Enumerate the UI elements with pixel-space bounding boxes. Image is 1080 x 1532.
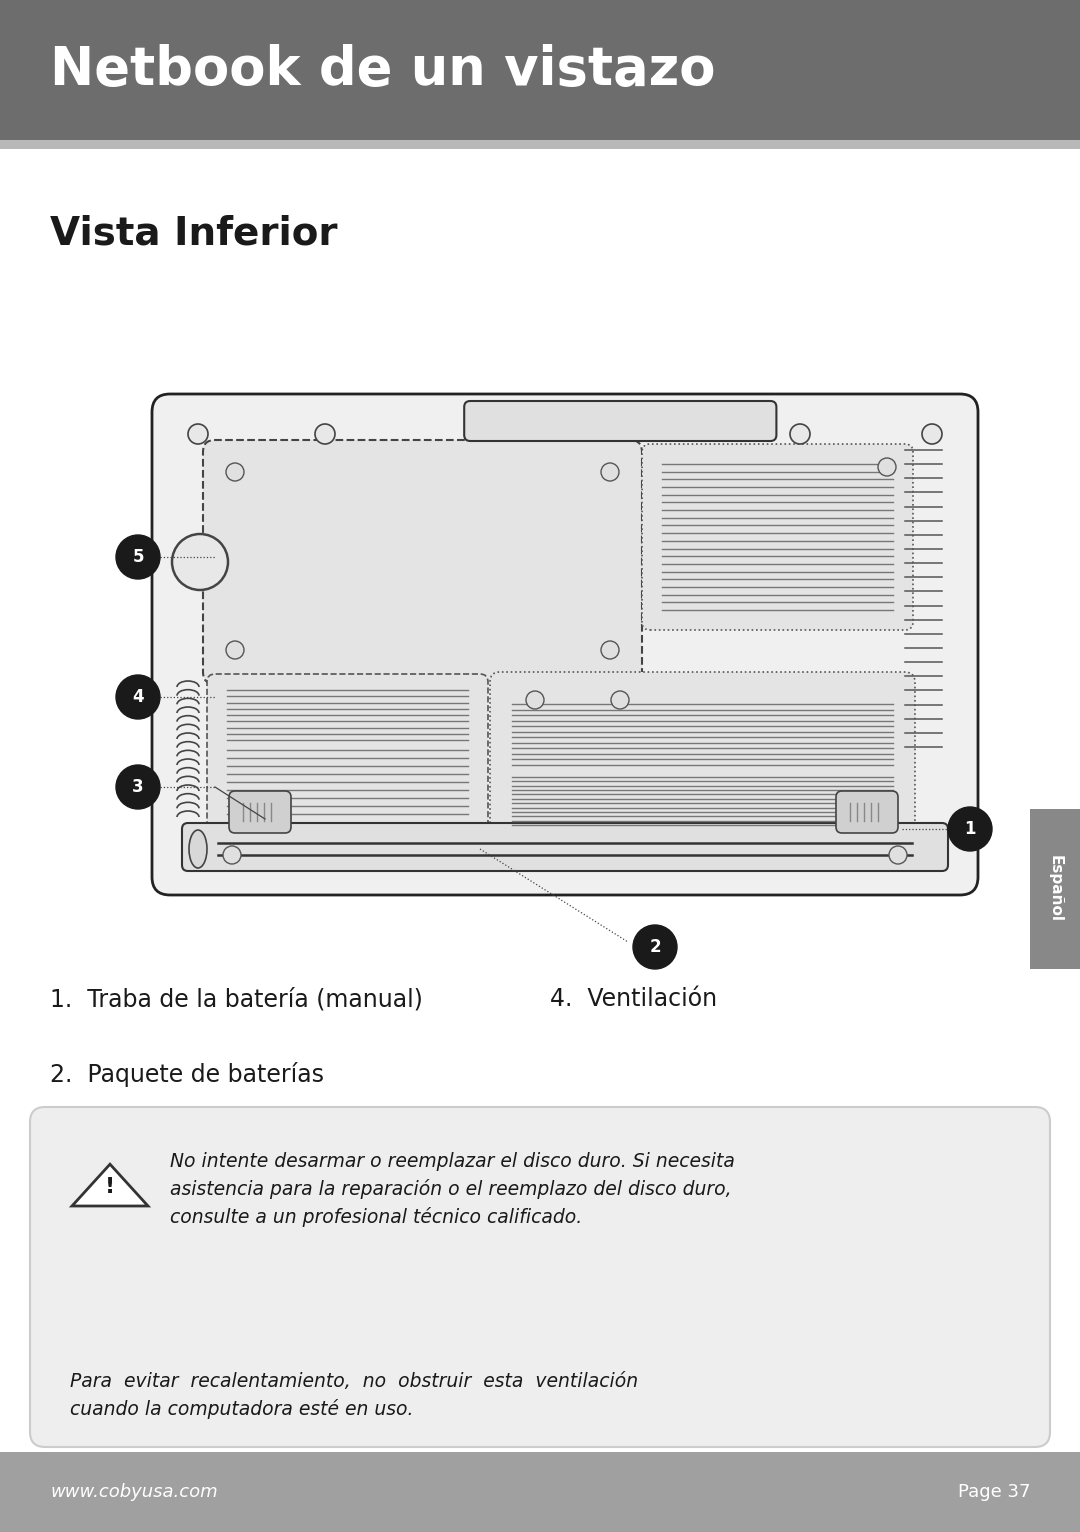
FancyBboxPatch shape xyxy=(490,673,915,847)
Circle shape xyxy=(922,424,942,444)
Text: www.cobyusa.com: www.cobyusa.com xyxy=(50,1483,218,1501)
Circle shape xyxy=(315,424,335,444)
Circle shape xyxy=(633,925,677,970)
Circle shape xyxy=(116,676,160,719)
Circle shape xyxy=(172,535,228,590)
Text: 1.  Traba de la batería (manual): 1. Traba de la batería (manual) xyxy=(50,987,423,1011)
Circle shape xyxy=(116,535,160,579)
Circle shape xyxy=(878,458,896,476)
Text: 4: 4 xyxy=(132,688,144,706)
Ellipse shape xyxy=(189,830,207,869)
Polygon shape xyxy=(72,1164,148,1206)
Text: Español: Español xyxy=(1048,855,1063,922)
FancyBboxPatch shape xyxy=(152,394,978,895)
Text: Para  evitar  recalentamiento,  no  obstruir  esta  ventilación
cuando la comput: Para evitar recalentamiento, no obstruir… xyxy=(70,1373,638,1419)
Circle shape xyxy=(889,846,907,864)
Circle shape xyxy=(226,640,244,659)
Circle shape xyxy=(600,640,619,659)
FancyBboxPatch shape xyxy=(229,791,291,833)
Bar xyxy=(0,139,1080,149)
Text: 2.  Paquete de baterías: 2. Paquete de baterías xyxy=(50,1062,324,1088)
Text: con resorte): con resorte) xyxy=(50,1196,231,1221)
Text: 3: 3 xyxy=(132,778,144,797)
FancyBboxPatch shape xyxy=(183,823,948,872)
Text: 4.  Ventilación: 4. Ventilación xyxy=(550,987,717,1011)
Text: 2: 2 xyxy=(649,938,661,956)
Text: 5: 5 xyxy=(132,548,144,565)
Circle shape xyxy=(789,424,810,444)
Text: Netbook de un vistazo: Netbook de un vistazo xyxy=(50,44,715,97)
Text: 1: 1 xyxy=(964,820,975,838)
FancyBboxPatch shape xyxy=(203,440,642,683)
Circle shape xyxy=(600,463,619,481)
FancyBboxPatch shape xyxy=(30,1108,1050,1448)
Circle shape xyxy=(222,846,241,864)
Circle shape xyxy=(226,463,244,481)
Bar xyxy=(0,0,1080,139)
FancyBboxPatch shape xyxy=(642,444,913,630)
Text: Vista Inferior: Vista Inferior xyxy=(50,214,337,251)
Text: !: ! xyxy=(105,1177,116,1196)
Text: No intente desarmar o reemplazar el disco duro. Si necesita
asistencia para la r: No intente desarmar o reemplazar el disc… xyxy=(170,1152,734,1227)
FancyBboxPatch shape xyxy=(207,674,488,830)
Circle shape xyxy=(526,691,544,709)
Text: Page 37: Page 37 xyxy=(958,1483,1030,1501)
FancyBboxPatch shape xyxy=(464,401,777,441)
Circle shape xyxy=(611,691,629,709)
Circle shape xyxy=(188,424,208,444)
Bar xyxy=(1030,809,1080,968)
Circle shape xyxy=(116,764,160,809)
Bar xyxy=(0,1452,1080,1532)
FancyBboxPatch shape xyxy=(836,791,897,833)
Text: 3.  Traba de batería (automática/: 3. Traba de batería (automática/ xyxy=(50,1137,438,1161)
Circle shape xyxy=(948,807,993,850)
